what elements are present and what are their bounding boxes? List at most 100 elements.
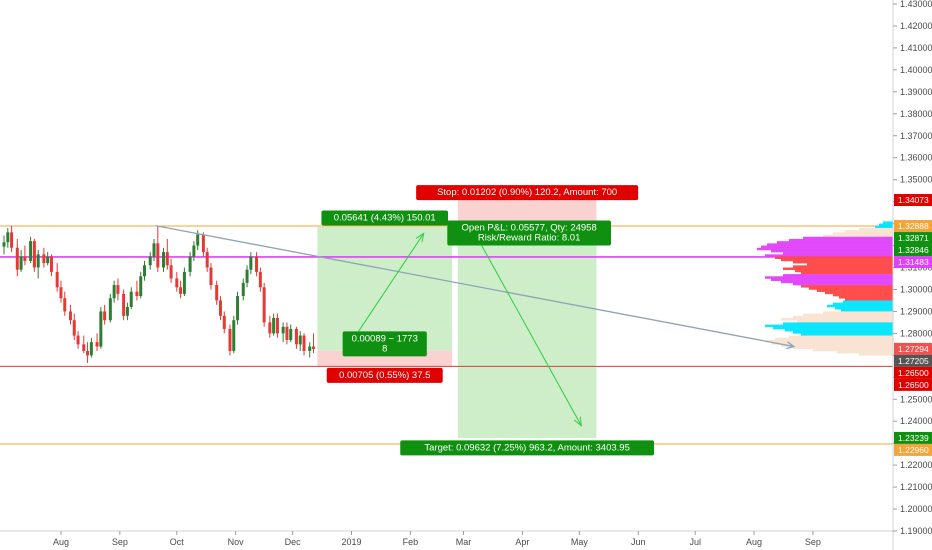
candle-body bbox=[232, 320, 236, 351]
profit-zone-short bbox=[457, 226, 597, 438]
candle-body bbox=[148, 256, 152, 266]
candle-body bbox=[143, 265, 147, 277]
volume-row bbox=[801, 271, 893, 275]
volume-row bbox=[783, 267, 893, 270]
volume-row bbox=[793, 331, 893, 334]
price-tag-bg bbox=[894, 354, 932, 367]
volume-row bbox=[785, 328, 893, 332]
short-stop-label: Stop: 0.01202 (0.90%) 120.2, Amount: 700 bbox=[416, 185, 639, 201]
volume-row bbox=[793, 282, 893, 286]
candle-body bbox=[236, 296, 240, 321]
volume-row bbox=[789, 238, 893, 242]
price-tag-bg bbox=[894, 194, 932, 207]
price-tag-text: 1.31483 bbox=[898, 257, 929, 267]
volume-row bbox=[859, 227, 893, 231]
candle-body bbox=[255, 256, 259, 272]
price-tag-text: 1.23239 bbox=[898, 433, 929, 443]
volume-row bbox=[767, 243, 893, 246]
candle-body bbox=[89, 342, 93, 356]
candle-body bbox=[125, 307, 129, 316]
price-tag: 1.34073 bbox=[894, 194, 932, 207]
candle-body bbox=[82, 344, 86, 351]
volume-row bbox=[833, 293, 893, 297]
price-tag: 1.27294 bbox=[894, 342, 932, 355]
volume-row bbox=[817, 289, 893, 292]
candle-body bbox=[55, 271, 59, 288]
price-tick-label: 1.19000 bbox=[900, 526, 932, 536]
candle-body bbox=[116, 285, 120, 294]
candle-body bbox=[122, 293, 126, 316]
volume-row bbox=[781, 344, 893, 347]
price-tag: 1.22960 bbox=[894, 443, 932, 456]
price-tag-text: 1.32871 bbox=[898, 233, 929, 243]
short-center-label-text: Risk/Reward Ratio: 8.01 bbox=[478, 233, 580, 244]
price-tick-label: 1.22000 bbox=[900, 460, 932, 470]
price-axis[interactable]: 1.190001.200001.210001.220001.230001.240… bbox=[892, 0, 932, 550]
long-target-label-bg bbox=[321, 210, 449, 226]
volume-row bbox=[833, 232, 893, 235]
volume-row bbox=[793, 315, 893, 319]
candle-body bbox=[262, 287, 266, 323]
time-tick-label: Jun bbox=[631, 537, 646, 547]
time-tick-label: May bbox=[571, 537, 589, 547]
price-tag-bg bbox=[894, 244, 932, 257]
price-tag: 1.27205 bbox=[894, 354, 932, 367]
candle-body bbox=[179, 287, 183, 294]
volume-row bbox=[809, 287, 893, 290]
volume-profile bbox=[757, 221, 893, 356]
volume-row bbox=[879, 223, 893, 227]
short-stop-label-text: Stop: 0.01202 (0.90%) 120.2, Amount: 700 bbox=[437, 187, 617, 198]
long-target-label-text: 0.05641 (4.43%) 150.01 bbox=[334, 212, 436, 223]
price-tag-text: 1.22960 bbox=[898, 445, 929, 455]
price-tick-label: 1.40000 bbox=[900, 65, 932, 75]
volume-row bbox=[841, 309, 893, 312]
volume-row bbox=[793, 265, 893, 268]
price-tag: 1.31483 bbox=[894, 256, 932, 269]
volume-row bbox=[771, 278, 893, 281]
price-tag: 1.26500 bbox=[894, 378, 932, 391]
candle-body bbox=[103, 311, 107, 321]
volume-row bbox=[773, 326, 893, 330]
long-stop-label-text: 0.00705 (0.55%) 37.5 bbox=[339, 370, 430, 381]
candle-body bbox=[139, 276, 143, 297]
candle-body bbox=[6, 232, 10, 243]
volume-row bbox=[803, 236, 893, 240]
candle-body bbox=[249, 256, 253, 270]
time-axis[interactable]: Aug Sep Oct Nov Dec 2019 Feb Mar Apr May Jun Jul Aug… bbox=[0, 530, 893, 547]
candle-body bbox=[312, 346, 316, 349]
short-target-label: Target: 0.09632 (7.25%) 963.2, Amount: 3… bbox=[400, 440, 655, 456]
volume-row bbox=[793, 260, 893, 264]
volume-row bbox=[777, 241, 893, 244]
time-tick-label: 2019 bbox=[341, 537, 361, 547]
volume-row bbox=[765, 339, 893, 343]
time-tick-label: Aug bbox=[53, 537, 69, 547]
price-tick-label: 1.25000 bbox=[900, 394, 932, 404]
volume-row bbox=[783, 274, 893, 277]
time-tick-label: Dec bbox=[285, 537, 302, 547]
price-tag-bg bbox=[894, 256, 932, 269]
time-tick-label: Feb bbox=[403, 537, 419, 547]
volume-row bbox=[859, 353, 893, 356]
price-tick-label: 1.38000 bbox=[900, 109, 932, 119]
price-tag-text: 1.26500 bbox=[898, 380, 929, 390]
volume-row bbox=[781, 280, 893, 284]
candle-body bbox=[23, 256, 27, 261]
candle-body bbox=[258, 271, 262, 288]
candle-body bbox=[112, 285, 116, 299]
time-tick-label: Aug bbox=[746, 537, 762, 547]
volume-row bbox=[761, 245, 893, 249]
candle-body bbox=[241, 282, 245, 297]
projection-arrowhead-long bbox=[415, 232, 425, 243]
price-tick-label: 1.43000 bbox=[900, 0, 932, 9]
price-tag: 1.26500 bbox=[894, 366, 932, 379]
price-tag-bg bbox=[894, 220, 932, 233]
projection-arrow-long bbox=[347, 233, 425, 348]
volume-row bbox=[835, 307, 893, 310]
price-tag-bg bbox=[894, 378, 932, 391]
candle-body bbox=[156, 243, 160, 268]
candle-body bbox=[188, 256, 192, 272]
long-stop-label: 0.00705 (0.55%) 37.5 bbox=[326, 367, 443, 383]
volume-row bbox=[765, 276, 893, 279]
candle-body bbox=[218, 300, 222, 316]
